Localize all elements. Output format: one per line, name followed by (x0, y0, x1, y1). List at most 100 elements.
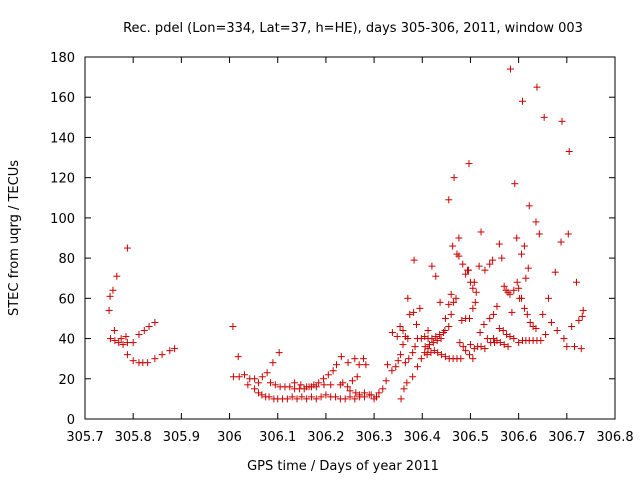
data-point (317, 393, 325, 401)
data-point (518, 294, 526, 302)
data-point (551, 268, 559, 276)
y-tick: 100 (50, 212, 615, 227)
data-point (477, 228, 485, 236)
data-point (359, 355, 367, 363)
x-tick: 305.8 (115, 57, 152, 445)
data-point (106, 292, 114, 300)
data-point (129, 357, 137, 365)
data-point (426, 341, 433, 349)
data-point (571, 343, 579, 351)
data-point (465, 314, 473, 322)
data-point (424, 327, 432, 335)
data-point (506, 290, 514, 298)
y-tick-label: 0 (67, 413, 75, 428)
data-point (466, 341, 474, 349)
x-tick-label: 306.6 (500, 430, 537, 445)
data-point (490, 310, 498, 318)
y-tick-label: 160 (50, 91, 75, 106)
data-point (462, 347, 470, 355)
data-point (475, 262, 483, 270)
data-point (445, 322, 453, 330)
data-point (469, 284, 477, 292)
data-point (459, 343, 467, 351)
data-point (404, 335, 412, 343)
data-point (413, 363, 421, 371)
x-tick: 306.3 (355, 57, 393, 445)
data-point (393, 333, 401, 341)
data-points (105, 65, 587, 403)
data-point (145, 322, 153, 330)
data-point (373, 393, 380, 401)
data-point (465, 351, 473, 359)
x-tick: 306.2 (307, 57, 345, 445)
data-point (171, 345, 179, 353)
data-point (470, 278, 478, 286)
x-axis-label: GPS time / Days of year 2011 (247, 459, 439, 474)
x-tick: 306.1 (259, 57, 296, 445)
data-point (526, 318, 534, 326)
data-point (382, 377, 390, 385)
data-point (445, 300, 453, 308)
data-point (166, 347, 174, 355)
data-point (499, 327, 507, 335)
data-point (123, 244, 131, 252)
data-point (307, 393, 315, 401)
data-point (523, 310, 531, 318)
data-point (438, 351, 446, 359)
y-tick: 60 (58, 292, 615, 307)
y-tick: 40 (58, 333, 615, 348)
x-tick-label: 306.8 (596, 430, 633, 445)
x-tick: 306.5 (452, 57, 489, 445)
data-point (356, 391, 364, 399)
x-tick: 306.7 (548, 57, 585, 445)
data-point (286, 383, 294, 391)
data-point (297, 381, 305, 389)
data-point (409, 373, 417, 381)
data-point (110, 327, 118, 335)
data-point (441, 327, 449, 335)
data-point (135, 331, 143, 339)
data-point (417, 355, 425, 363)
data-point (251, 375, 259, 383)
data-point (396, 322, 404, 330)
data-point (449, 242, 457, 250)
data-point (123, 351, 131, 359)
data-point (545, 294, 553, 302)
data-point (388, 329, 396, 337)
x-tick-label: 306.4 (404, 430, 441, 445)
data-point (111, 337, 119, 345)
data-point (421, 343, 429, 351)
data-point (375, 389, 383, 397)
y-tick-label: 40 (58, 333, 75, 348)
data-point (403, 379, 411, 387)
data-point (320, 381, 328, 389)
data-point (557, 238, 565, 246)
data-point (465, 160, 473, 168)
data-point (495, 325, 503, 332)
data-point (392, 363, 400, 371)
y-tick-label: 180 (50, 51, 75, 66)
data-point (348, 377, 356, 385)
data-point (472, 288, 480, 296)
y-tick: 120 (50, 172, 615, 187)
data-point (455, 252, 463, 260)
data-point (578, 312, 586, 320)
data-point (547, 318, 555, 326)
data-point (254, 379, 262, 387)
data-point (293, 395, 301, 403)
data-point (459, 260, 467, 268)
data-point (469, 304, 477, 312)
data-point (568, 322, 576, 330)
data-point (344, 383, 352, 391)
data-point (428, 335, 436, 343)
data-point (477, 343, 485, 351)
data-point (399, 327, 407, 335)
data-point (532, 325, 540, 332)
data-point (140, 327, 148, 335)
data-point (489, 256, 497, 264)
data-point (158, 351, 166, 359)
x-tick: 306 (217, 57, 242, 445)
data-point (322, 391, 330, 399)
y-tick-label: 60 (58, 292, 75, 307)
